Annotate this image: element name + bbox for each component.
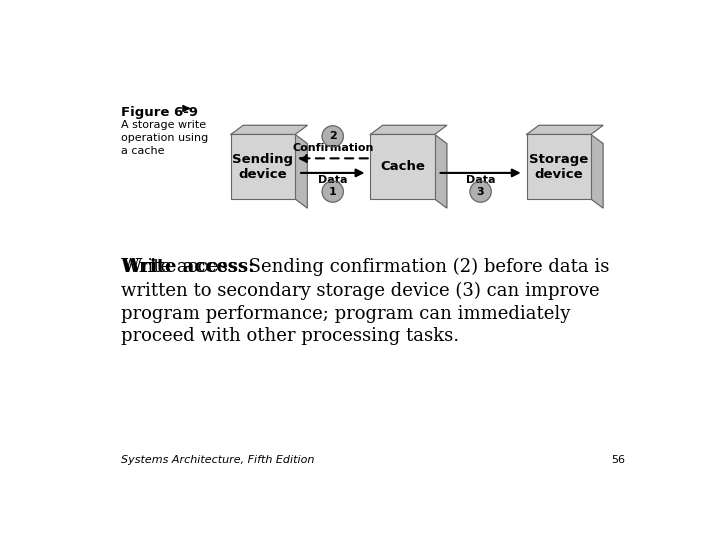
- Text: Cache: Cache: [380, 160, 425, 173]
- Text: Confirmation: Confirmation: [292, 143, 374, 153]
- Text: Sending
device: Sending device: [233, 153, 294, 181]
- Polygon shape: [526, 125, 603, 134]
- Text: Write access:: Write access:: [121, 258, 254, 276]
- Text: Data: Data: [466, 176, 495, 185]
- Bar: [526, 134, 591, 199]
- Ellipse shape: [322, 181, 343, 202]
- Text: Systems Architecture, Fifth Edition: Systems Architecture, Fifth Edition: [121, 455, 314, 465]
- Text: Write access: Sending confirmation (2) before data is
written to secondary stora: Write access: Sending confirmation (2) b…: [121, 258, 609, 346]
- Text: 1: 1: [329, 187, 337, 197]
- Text: Data: Data: [318, 176, 348, 185]
- Bar: [370, 134, 435, 199]
- Text: 2: 2: [329, 131, 337, 141]
- Text: Storage
device: Storage device: [529, 153, 588, 181]
- Polygon shape: [591, 134, 603, 208]
- Polygon shape: [231, 125, 307, 134]
- Text: Figure 6-9: Figure 6-9: [121, 106, 198, 119]
- Polygon shape: [435, 134, 447, 208]
- Ellipse shape: [322, 126, 343, 147]
- Text: A storage write
operation using
a cache: A storage write operation using a cache: [121, 120, 208, 156]
- Ellipse shape: [470, 181, 491, 202]
- Text: 56: 56: [612, 455, 626, 465]
- Text: 3: 3: [477, 187, 485, 197]
- Polygon shape: [370, 125, 447, 134]
- Bar: [231, 134, 295, 199]
- Polygon shape: [295, 134, 307, 208]
